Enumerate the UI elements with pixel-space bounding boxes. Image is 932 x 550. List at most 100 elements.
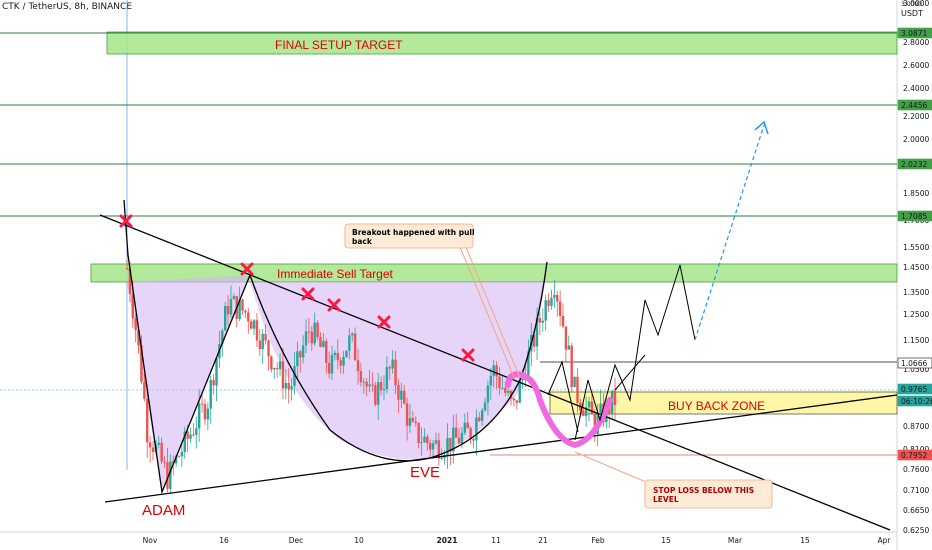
- candle-body: [322, 341, 325, 347]
- candle-body: [226, 305, 230, 315]
- candle-body: [371, 384, 374, 386]
- candle-body: [492, 365, 495, 376]
- candle-body: [330, 354, 334, 374]
- candle-body: [264, 334, 267, 341]
- y-tick-label: 2.0000: [903, 135, 929, 144]
- candle-body: [587, 401, 591, 408]
- candle-body: [151, 447, 155, 452]
- candle-body: [385, 367, 389, 390]
- candle-body: [174, 456, 178, 464]
- candle-body: [195, 428, 198, 435]
- candle-body: [307, 331, 311, 333]
- candle-body: [431, 443, 435, 450]
- candle-body: [140, 345, 143, 382]
- time-axis[interactable]: Nov 16 Dec 10 2021 11 21 Feb 15 Mar 15 Apr: [143, 536, 892, 545]
- breakout-callout-pointer: [464, 244, 521, 379]
- candle-body: [359, 371, 363, 383]
- candle-body: [558, 301, 562, 316]
- candle-body: [290, 385, 293, 390]
- price-label-box: [897, 383, 932, 395]
- candle-body: [582, 410, 585, 416]
- candle-body: [377, 382, 380, 405]
- candle-body: [258, 340, 262, 349]
- candle-body: [576, 376, 579, 403]
- candle-body: [454, 427, 458, 438]
- final-target-zone[interactable]: [106, 31, 898, 55]
- price-label-text: 2.0232: [901, 160, 927, 169]
- candle-body: [527, 351, 530, 381]
- candle-body: [180, 451, 184, 457]
- candle-body: [131, 293, 134, 319]
- candle-body: [506, 390, 510, 393]
- adam-pattern-line: [123, 199, 251, 495]
- candle-body: [414, 421, 417, 423]
- x-marker: [327, 298, 341, 312]
- candle-body: [567, 345, 570, 350]
- candle-body: [313, 322, 316, 344]
- candle-body: [518, 380, 521, 403]
- price-label-text: 0.7952: [901, 451, 927, 460]
- buy-back-zone[interactable]: [549, 391, 898, 415]
- candle-body: [466, 422, 469, 429]
- candle-body: [400, 390, 403, 400]
- candle-body: [486, 385, 490, 403]
- candle-body: [169, 461, 172, 489]
- price-label-text: 06:10:26: [901, 397, 932, 406]
- candle-body: [146, 398, 149, 443]
- candle-body: [590, 401, 594, 415]
- price-label-box: [897, 158, 932, 170]
- candle-body: [379, 382, 383, 391]
- price-label-box: [897, 210, 932, 222]
- candle-body: [541, 320, 545, 323]
- candle-body: [428, 443, 432, 450]
- candle-body: [512, 398, 516, 401]
- y-tick-label: 0.6650: [903, 506, 929, 515]
- y-tick-label: 0.8100: [903, 445, 929, 454]
- breakout-callout-text-2: back: [352, 237, 373, 246]
- candle-body: [148, 442, 152, 448]
- candle-body: [550, 297, 553, 306]
- price-label-text: 1.7085: [901, 212, 927, 221]
- ascending-trendline: [104, 394, 898, 503]
- x-tick-label: 15: [661, 536, 671, 545]
- candle-body: [544, 300, 547, 321]
- candle-body: [327, 362, 331, 374]
- candle-body: [483, 402, 487, 411]
- candle-body: [408, 418, 412, 426]
- x-tick-label: Feb: [591, 536, 605, 545]
- candle-body: [304, 331, 308, 346]
- candle-body: [186, 431, 189, 439]
- candle-body: [599, 403, 602, 413]
- y-tick-label: 1.0500: [903, 365, 929, 374]
- candle-body: [319, 336, 322, 347]
- candle-body: [388, 367, 391, 369]
- candle-body: [573, 376, 576, 387]
- y-tick-label: 0.6250: [903, 526, 929, 535]
- candle-body: [426, 436, 429, 444]
- x-marker: [119, 214, 133, 228]
- price-labels: 3.0871 2.4456 2.0232 1.7085 1.0666 0.9765 06:1…: [897, 27, 932, 461]
- candle-body: [278, 361, 282, 370]
- stoploss-callout-box: [644, 479, 773, 509]
- candle-body: [495, 365, 498, 377]
- candle-body: [353, 333, 357, 361]
- x-tick-label: 15: [800, 536, 810, 545]
- candle-body: [561, 315, 565, 327]
- adam-label: ADAM: [142, 502, 185, 519]
- candle-body: [166, 462, 169, 489]
- x-tick-label: Apr: [878, 536, 892, 545]
- candle-body: [160, 442, 163, 462]
- candle-body: [411, 418, 415, 422]
- x-tick-label: 11: [491, 536, 501, 545]
- candle-body: [535, 318, 539, 347]
- candle-body: [446, 437, 449, 455]
- currency-top-tick: 3.0000: [901, 1, 922, 8]
- candle-body: [478, 417, 481, 421]
- candle-body: [192, 434, 195, 436]
- price-label-text: 1.0666: [901, 359, 927, 368]
- candle-body: [241, 299, 244, 311]
- candle-body: [489, 375, 493, 386]
- candle-body: [200, 403, 204, 405]
- candle-body: [365, 381, 368, 387]
